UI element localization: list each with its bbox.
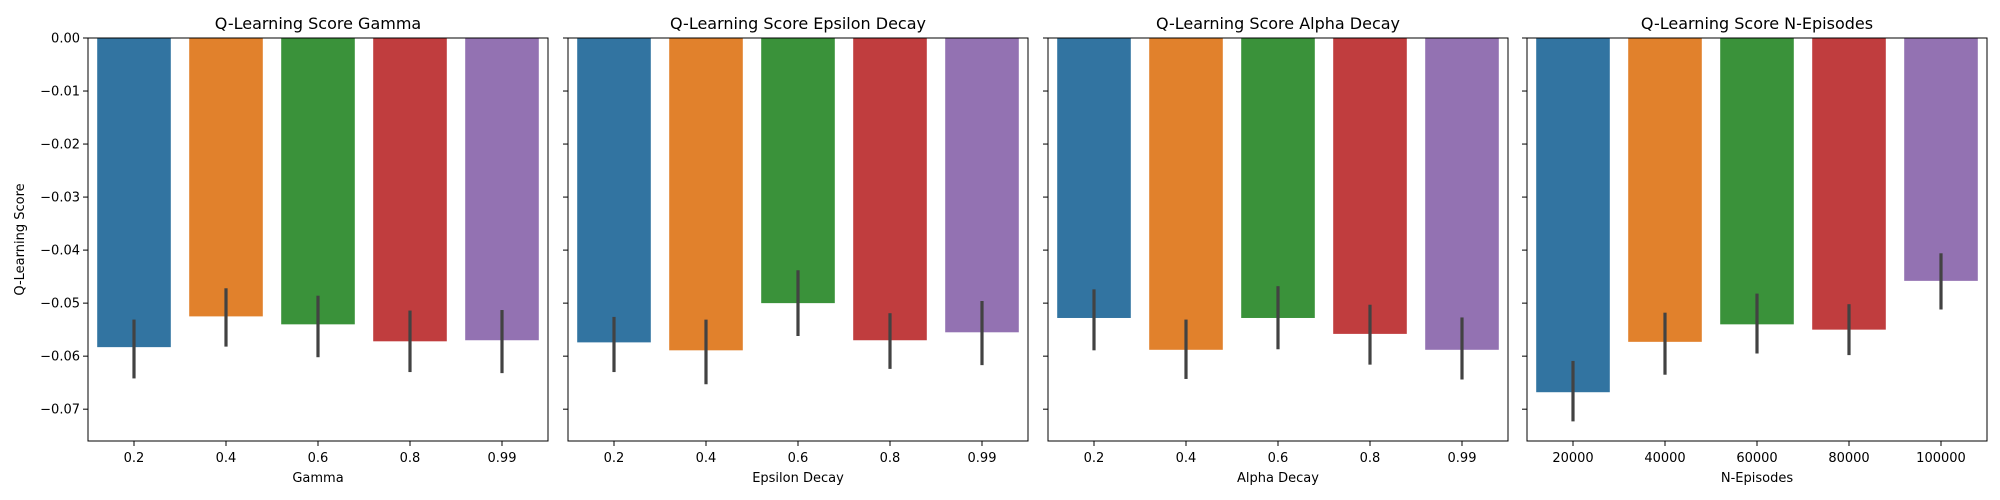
y-tick-label: −0.02	[40, 138, 80, 153]
bar[interactable]	[1720, 38, 1794, 325]
chart-panel-3: 0.2 0.4 0.6 0.8 0.99 Q-Learning Score Alpha D…	[1043, 14, 1509, 486]
bar[interactable]	[1149, 38, 1223, 350]
bar[interactable]	[577, 38, 651, 343]
x-tick-label: 0.99	[1448, 451, 1477, 466]
bar[interactable]	[373, 38, 447, 342]
x-tick-label: 0.2	[604, 451, 625, 466]
x-tick-label: 0.8	[1360, 451, 1381, 466]
x-axis-label: N-Episodes	[1721, 471, 1793, 486]
x-tick-label: 80000	[1828, 451, 1869, 466]
bar[interactable]	[1904, 38, 1978, 281]
bar[interactable]	[1536, 38, 1610, 393]
x-tick-label: 0.2	[1084, 451, 1105, 466]
y-tick-label: −0.01	[40, 85, 80, 100]
bar[interactable]	[281, 38, 355, 325]
bar[interactable]	[1812, 38, 1886, 330]
bar[interactable]	[465, 38, 539, 341]
bar[interactable]	[1241, 38, 1315, 318]
x-tick-label: 0.4	[696, 451, 717, 466]
x-tick-label: 20000	[1552, 451, 1593, 466]
chart-panels: 0.00 −0.01 −0.02 −0.03 −0.04 −0.05 −0.06 −0.07 0…	[13, 14, 1988, 486]
bar[interactable]	[1628, 38, 1702, 342]
x-tick-label: 0.99	[488, 451, 517, 466]
x-tick-label: 0.2	[124, 451, 145, 466]
bar[interactable]	[189, 38, 263, 317]
x-axis-label: Epsilon Decay	[752, 471, 844, 486]
y-tick-label: −0.05	[40, 297, 80, 312]
bar[interactable]	[1425, 38, 1499, 350]
x-tick-label: 0.8	[880, 451, 901, 466]
chart-title: Q-Learning Score N-Episodes	[1641, 14, 1873, 33]
x-tick-label: 40000	[1644, 451, 1685, 466]
chart-panel-4: 20000 40000 60000 80000 100000 Q-Learning Sco…	[1522, 14, 1988, 486]
bar[interactable]	[853, 38, 927, 341]
x-tick-label: 0.4	[1176, 451, 1197, 466]
x-tick-label: 0.6	[788, 451, 809, 466]
bar[interactable]	[945, 38, 1019, 333]
bar[interactable]	[669, 38, 743, 351]
y-tick-label: −0.04	[40, 244, 80, 259]
x-axis-label: Alpha Decay	[1237, 471, 1319, 486]
x-tick-label: 0.99	[968, 451, 997, 466]
x-tick-label: 0.4	[216, 451, 237, 466]
y-axis-label: Q-Learning Score	[13, 183, 28, 295]
chart-panel-2: 0.2 0.4 0.6 0.8 0.99 Q-Learning Score Epsilon…	[563, 14, 1029, 486]
x-tick-label: 60000	[1736, 451, 1777, 466]
y-tick-label: −0.03	[40, 191, 80, 206]
chart-title: Q-Learning Score Gamma	[215, 14, 421, 33]
x-tick-label: 0.6	[1268, 451, 1289, 466]
x-tick-label: 0.8	[400, 451, 421, 466]
x-tick-label: 100000	[1916, 451, 1966, 466]
bar[interactable]	[1333, 38, 1407, 334]
y-tick-label: −0.06	[40, 350, 80, 365]
y-tick-label: −0.07	[40, 403, 80, 418]
y-tick-label: 0.00	[51, 32, 80, 47]
bar[interactable]	[1057, 38, 1131, 318]
x-tick-label: 0.6	[308, 451, 329, 466]
x-axis-label: Gamma	[292, 471, 343, 486]
chart-title: Q-Learning Score Alpha Decay	[1156, 14, 1400, 33]
bar[interactable]	[97, 38, 171, 348]
chart-title: Q-Learning Score Epsilon Decay	[670, 14, 926, 33]
bar[interactable]	[761, 38, 835, 304]
chart-panel-1: 0.00 −0.01 −0.02 −0.03 −0.04 −0.05 −0.06 −0.07 0…	[13, 14, 549, 486]
